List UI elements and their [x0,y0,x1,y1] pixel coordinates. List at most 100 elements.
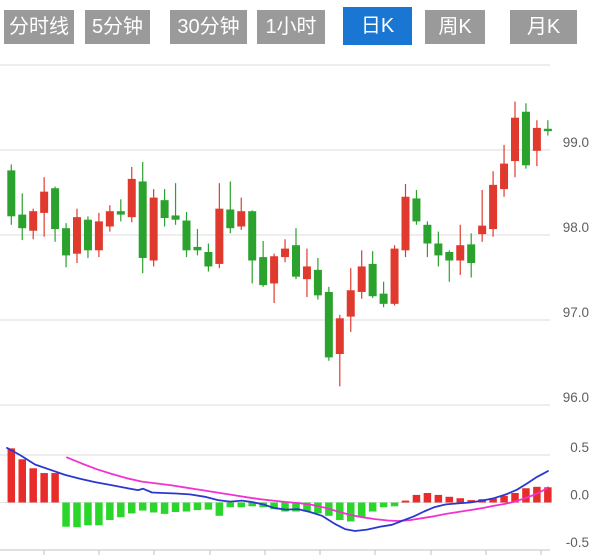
candle-body [313,269,322,296]
candle-body [412,198,421,222]
period-tab-5[interactable]: 周K [425,10,485,44]
candle [73,208,81,264]
period-tab-2[interactable]: 30分钟 [170,10,247,44]
candle-body [171,215,180,220]
macd-bar [467,500,475,503]
candle [324,286,333,361]
macd-bar [73,502,81,528]
candle-body [445,252,454,261]
candle [171,183,180,225]
macd-bar [412,494,421,503]
macd-bar [533,486,541,503]
macd-bar [62,502,70,527]
candle-body [40,191,49,213]
macd-bar [215,502,224,516]
period-tabs: 分时线 5分钟 30分钟 1小时 日K 周K 月K [0,0,601,50]
macd-bar [357,502,366,518]
candle [434,231,443,267]
macd-bar [29,468,37,503]
candle [368,251,377,298]
candle [543,120,552,136]
macd-bar [489,498,497,503]
indicator-axis-label: 0.0 [570,488,589,503]
candle-body [83,219,92,251]
candle-body [456,245,465,261]
candle-body [215,208,224,264]
candle [511,101,519,178]
macd-bar [128,502,136,514]
macd-bar [303,502,311,512]
candle [467,233,476,278]
candle-body [29,211,38,231]
period-tab-1[interactable]: 5分钟 [85,10,150,44]
candle [412,189,421,225]
candle-body [489,184,498,230]
macd-bar [270,502,278,510]
macd-bar [7,448,16,503]
candles-layer [7,101,552,387]
candle [302,248,311,298]
candle [456,224,465,275]
macd-bar [511,493,519,503]
period-tab-label: 月K [526,16,561,38]
period-tab-3[interactable]: 1小时 [257,10,325,44]
macd-histogram-layer [7,448,552,528]
macd-bar [95,502,103,526]
dif-line [6,446,549,532]
candle-body [94,221,103,251]
macd-bar [182,502,191,512]
candle [489,171,498,237]
price-axis-label: 98.0 [563,220,589,235]
candle [215,183,224,269]
candle [237,197,246,230]
macd-bar [368,502,377,512]
candle [379,281,388,308]
candle-body [259,257,268,286]
indicator-axis: 0.5 0.0 -0.5 [566,440,589,550]
candle [116,199,125,222]
candle [401,184,410,258]
candle-body [478,225,487,235]
price-gridlines [0,64,550,406]
candle-body [182,220,191,251]
candle [138,161,147,274]
macd-bar [379,502,388,508]
candle-body [368,263,377,297]
period-tab-6[interactable]: 月K [510,10,577,44]
candle [149,189,158,267]
candle-body [237,211,246,227]
candle [357,250,366,299]
candle-body [105,211,114,227]
candle-body [467,244,476,264]
candle [226,181,235,234]
macd-bar [248,502,256,507]
candle [7,164,16,225]
period-tab-label: 分时线 [9,16,69,38]
macd-bar [522,488,530,503]
macd-bar [226,502,235,508]
candle [521,103,530,169]
macd-bar [138,502,147,511]
indicator-axis-label: 0.5 [570,440,589,455]
candle-body [248,211,257,261]
period-tab-0[interactable]: 分时线 [4,10,74,44]
period-tab-label: 1小时 [265,16,317,38]
dea-line [66,456,549,522]
price-axis-label: 97.0 [563,305,589,320]
candle [62,223,71,268]
candle-body [423,224,432,244]
candle [259,240,268,287]
candle [182,212,191,258]
candle [94,212,103,258]
candle-body [500,163,509,190]
candle-body [160,200,169,218]
macd-bar [149,502,158,513]
macd-bar [171,502,180,512]
candle-body [116,211,125,215]
candle-body [193,246,202,251]
period-tab-4[interactable]: 日K [343,7,412,45]
macd-bar [281,502,289,512]
macd-bar [237,502,245,508]
macd-bar [500,495,508,503]
